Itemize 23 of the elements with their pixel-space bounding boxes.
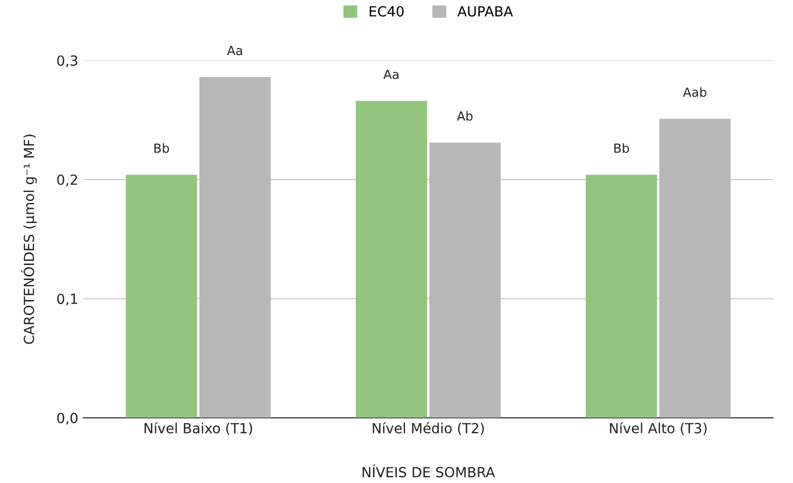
bar [586,174,658,418]
y-tick-label: 0,0 [57,412,78,425]
data-label: Bb [154,143,170,153]
bar [356,100,428,418]
y-tick-label: 0,3 [57,55,78,68]
y-axis-title: CAROTENÓIDES (µmol g⁻¹ MF) [21,134,37,344]
data-label: Aab [683,87,706,97]
data-label: Bb [614,143,629,153]
data-label: Aa [227,46,242,56]
bar [126,174,198,418]
y-tick-label: 0,1 [57,294,78,306]
bar [429,142,501,418]
data-label: Ab [456,111,473,121]
bar [199,77,271,418]
legend-label: EC40 [370,6,404,17]
bar [659,118,731,418]
data-label: Aa [383,70,398,80]
x-tick-label: Nível Baixo (T1) [144,422,252,436]
y-tick-label: 0,2 [57,174,78,186]
x-tick-label: Nível Médio (T2) [372,422,484,436]
legend-label: AUPABA [457,6,513,17]
x-axis-title: NÍVEIS DE SOMBRA [362,464,496,478]
x-tick-label: Nível Alto (T3) [610,422,707,436]
